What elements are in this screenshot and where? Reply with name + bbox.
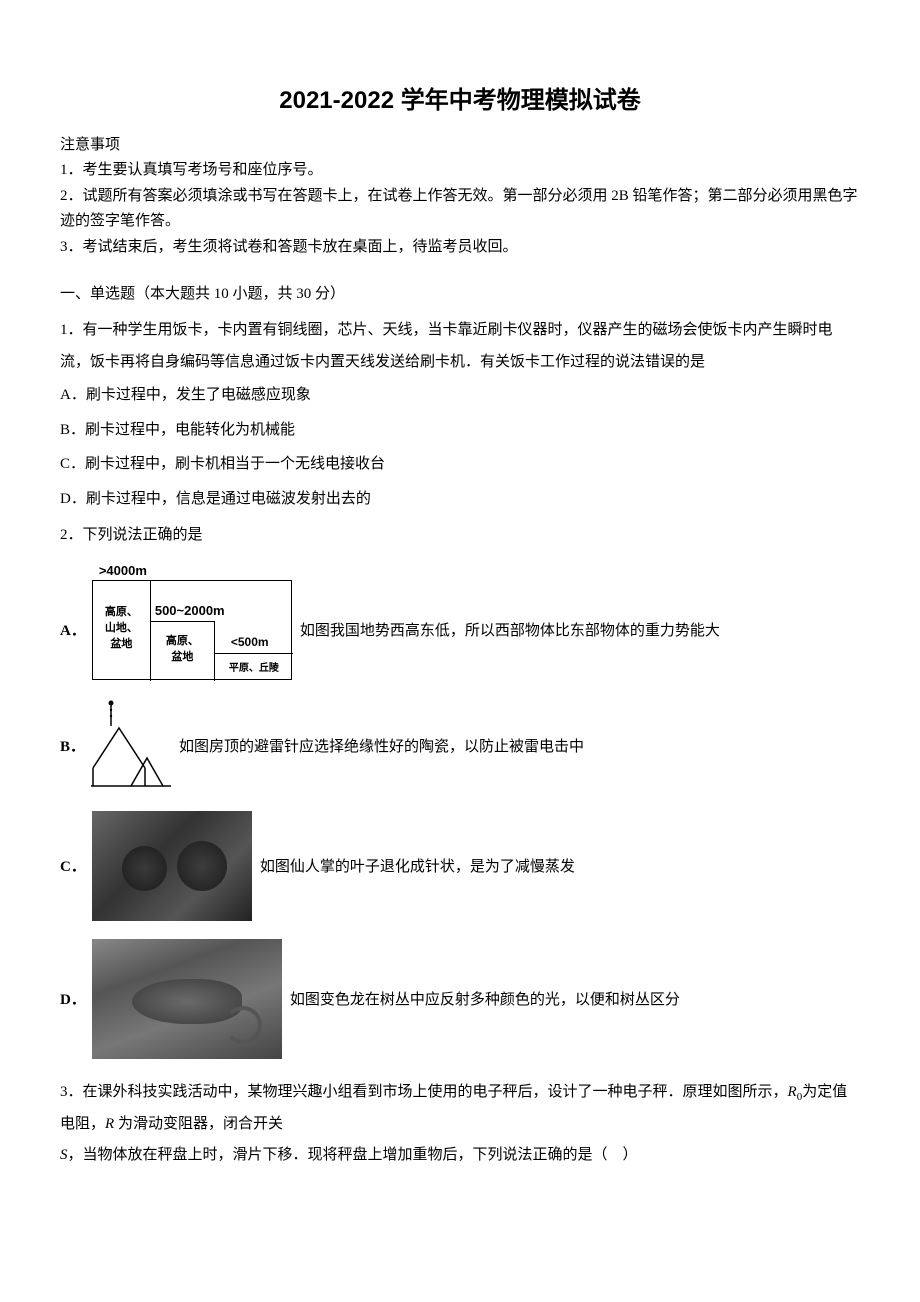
q2-option-a-row: A． >4000m 高原、 山地、 盆地 500~2000m 高原、 盆地 <5… [60,580,860,680]
q2-option-d-row: D． 如图变色龙在树丛中应反射多种颜色的光，以便和树丛区分 [60,939,860,1059]
q1-stem: 1．有一种学生用饭卡，卡内置有铜线圈，芯片、天线，当卡靠近刷卡仪器时，仪器产生的… [60,315,860,378]
terrain-diagram: >4000m 高原、 山地、 盆地 500~2000m 高原、 盆地 <500m… [92,580,292,680]
q2-b-letter: B． [60,735,85,756]
q2-d-letter: D． [60,988,86,1009]
terrain-step2: 高原、 盆地 [151,621,215,681]
q3-R0: R [788,1084,797,1100]
q3-stem-post: ，当物体放在秤盘上时，滑片下移．现将秤盘上增加重物后，下列说法正确的是（ ） [68,1147,638,1163]
notice-header: 注意事项 [60,133,860,154]
q1-option-b: B．刷卡过程中，电能转化为机械能 [60,413,860,448]
exam-page: 2021-2022 学年中考物理模拟试卷 注意事项 1．考生要认真填写考场号和座… [0,0,920,1212]
page-title: 2021-2022 学年中考物理模拟试卷 [60,80,860,115]
q2-stem: 2．下列说法正确的是 [60,520,860,552]
terrain-step3: 平原、丘陵 [215,653,293,681]
q2-c-letter: C． [60,855,86,876]
q2-option-b-row: B． 如图房顶的避雷针应选择绝缘性好的陶瓷，以防止被雷电击中 [60,698,860,793]
q3-stem: 3．在课外科技实践活动中，某物理兴趣小组看到市场上使用的电子秤后，设计了一种电子… [60,1077,860,1172]
q2-option-c-row: C． 如图仙人掌的叶子退化成针状，是为了减慢蒸发 [60,811,860,921]
q2-a-letter: A． [60,619,86,640]
terrain-top-label: >4000m [99,563,147,578]
notice-line-3: 3．考试结束后，考生须将试卷和答题卡放在桌面上，待监考员收回。 [60,235,860,261]
q2-c-text: 如图仙人掌的叶子退化成针状，是为了减慢蒸发 [260,855,575,876]
notice-line-2: 2．试题所有答案必须填涂或书写在答题卡上，在试卷上作答无效。第一部分必须用 2B… [60,184,860,235]
q3-stem-mid2: 为滑动变阻器，闭合开关 [114,1116,283,1132]
q3-stem-pre: 3．在课外科技实践活动中，某物理兴趣小组看到市场上使用的电子秤后，设计了一种电子… [60,1084,788,1100]
q3-R: R [105,1116,114,1132]
q2-d-text: 如图变色龙在树丛中应反射多种颜色的光，以便和树丛区分 [290,988,680,1009]
q1-option-d: D．刷卡过程中，信息是通过电磁波发射出去的 [60,482,860,517]
lightning-rod-diagram [91,698,171,793]
q2-a-text: 如图我国地势西高东低，所以西部物体比东部物体的重力势能大 [300,619,720,640]
cactus-image [92,811,252,921]
q3-S: S [60,1147,68,1163]
q2-b-text: 如图房顶的避雷针应选择绝缘性好的陶瓷，以防止被雷电击中 [179,735,584,756]
terrain-mid-label: 500~2000m [155,603,225,618]
house-icon [91,698,171,788]
terrain-low-label: <500m [231,635,269,649]
section-1-header: 一、单选题（本大题共 10 小题，共 30 分） [60,282,860,303]
q1-option-c: C．刷卡过程中，刷卡机相当于一个无线电接收台 [60,447,860,482]
notice-line-1: 1．考生要认真填写考场号和座位序号。 [60,158,860,184]
chameleon-image [92,939,282,1059]
q1-option-a: A．刷卡过程中，发生了电磁感应现象 [60,378,860,413]
terrain-step1: 高原、 山地、 盆地 [93,581,151,681]
